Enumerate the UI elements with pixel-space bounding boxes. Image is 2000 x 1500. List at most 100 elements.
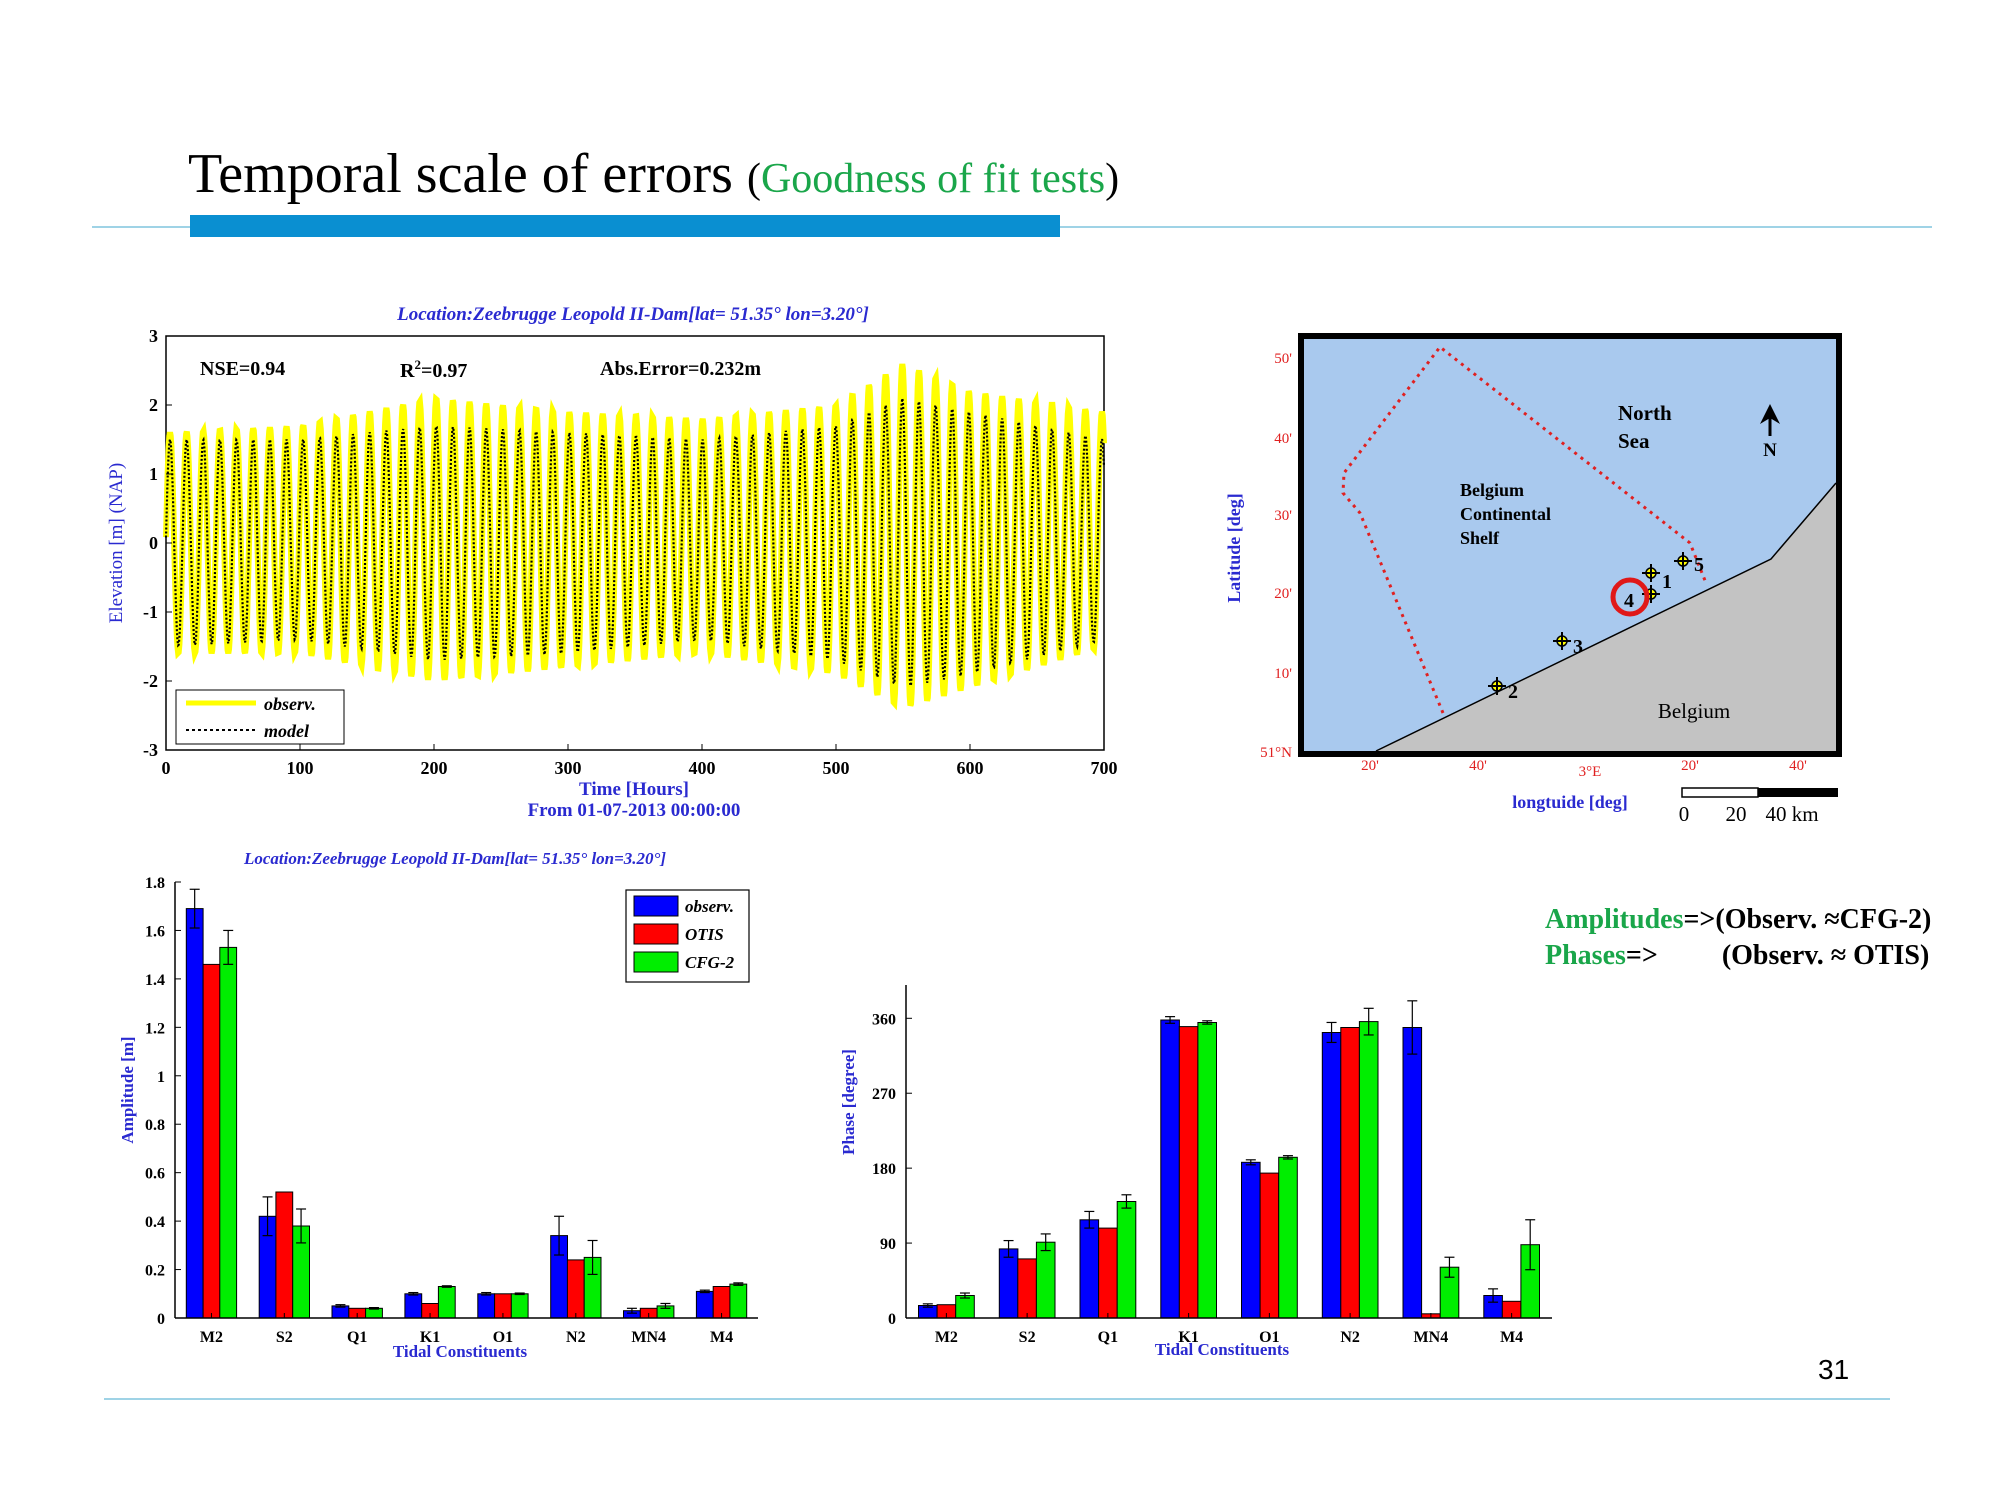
station-5-marker — [1674, 552, 1692, 570]
pha-xtick-label: O1 — [1259, 1329, 1279, 1346]
timeseries-xlabel: Time [Hours] — [579, 779, 689, 800]
note-phases: Phases=> (Observ. ≈ OTIS) — [1545, 940, 1929, 972]
title-subtitle: Goodness of fit tests — [760, 156, 1106, 202]
map-lon-tick-label: 3°E — [1579, 764, 1602, 780]
note-phases-arrow: => — [1625, 940, 1658, 971]
amp-bar-m2-cfg2 — [219, 946, 238, 1319]
ts-ytick-label: -2 — [143, 671, 158, 691]
legend-model-label: model — [264, 721, 309, 741]
map-lon-tick-label: 40' — [1789, 758, 1807, 774]
map-lat-tick-label: 50' — [1274, 351, 1292, 367]
scale-label-40: 40 km — [1765, 802, 1818, 826]
scale-label-0: 0 — [1679, 802, 1690, 826]
north-arrow-icon — [1760, 404, 1780, 436]
scale-label-20: 20 — [1726, 802, 1747, 826]
pha-xtick-label: K1 — [1178, 1329, 1198, 1346]
amp-xtick-label: Q1 — [347, 1329, 367, 1346]
pha-bar-s2-otis — [1017, 1258, 1037, 1319]
note-amplitudes-label: Amplitudes — [1545, 904, 1684, 935]
station-5-label: 5 — [1694, 554, 1704, 576]
amp-bar-k1-cfg2 — [437, 1286, 456, 1319]
map-lat-tick-label: 51°N — [1260, 745, 1292, 761]
timeseries-xlabel-date: From 01-07-2013 00:00:00 — [528, 800, 741, 821]
legend-amp-otis-label: OTIS — [685, 925, 724, 944]
pha-bar-n2-otis — [1340, 1027, 1360, 1319]
phase-axes: M2 S2 Q1 K1 O1 N2 MN4 M4 0 90 180 270 360 — [872, 985, 1552, 1346]
amp-ytick-label: 0.6 — [145, 1166, 165, 1183]
amp-ytick-label: 0.8 — [145, 1117, 165, 1134]
map-lat-tick-label: 10' — [1274, 666, 1292, 682]
pha-bar-s2-cfg2 — [1035, 1241, 1056, 1319]
map-label-north-sea-2: Sea — [1618, 429, 1650, 453]
map-label-belgium: Belgium — [1658, 699, 1730, 723]
map-shelf-boundary — [1341, 344, 1708, 714]
amp-xtick-label: M4 — [710, 1329, 733, 1346]
legend-amp-cfg2-label: CFG-2 — [685, 953, 735, 972]
pha-bar-o1-otis — [1259, 1172, 1280, 1319]
ts-xtick-label: 600 — [957, 758, 984, 778]
ts-ytick-label: 3 — [149, 326, 158, 346]
pha-bar-o1-observ — [1241, 1161, 1261, 1319]
pha-bar-n2-observ — [1321, 1032, 1342, 1319]
amp-ytick-label: 1.6 — [145, 923, 165, 940]
pha-xtick-label: M4 — [1500, 1329, 1523, 1346]
amp-bar-o1-observ — [477, 1293, 496, 1319]
map-xlabel: longtuide [deg] — [1512, 792, 1628, 812]
pha-xtick-label: MN4 — [1414, 1329, 1449, 1346]
timeseries-ylabel: Elevation [m] (NAP) — [106, 463, 127, 623]
pha-bar-k1-otis — [1178, 1026, 1199, 1319]
amp-bar-s2-otis — [275, 1191, 294, 1319]
station-3-marker — [1553, 632, 1571, 650]
amp-xtick-label: MN4 — [631, 1329, 666, 1346]
pha-bar-q1-otis — [1098, 1227, 1118, 1319]
stat-abs-error: Abs.Error=0.232m — [600, 358, 761, 380]
ts-ytick-label: 1 — [149, 464, 158, 484]
phase-chart: M2 S2 Q1 K1 O1 N2 MN4 M4 0 90 180 270 360 Phase [deg… — [839, 985, 1552, 1359]
map-scale-bar: 0 20 40 km — [1679, 787, 1838, 826]
map-coastline — [1375, 482, 1837, 752]
station-4-highlight-circle — [1610, 577, 1650, 617]
pha-xtick-label: N2 — [1340, 1329, 1360, 1346]
map-label-shelf-2: Continental — [1460, 504, 1551, 524]
amp-bar-q1-observ — [331, 1305, 350, 1319]
timeseries-axes: 0 100 200 300 400 500 600 700 -3 -2 -1 0 1 2 3 — [143, 326, 1118, 778]
legend-amp-otis-swatch — [633, 923, 679, 945]
map-lon-tick-label: 20' — [1361, 758, 1379, 774]
map-lon-tick-label: 40' — [1469, 758, 1487, 774]
footer-rule — [104, 1398, 1890, 1400]
station-2-marker — [1488, 677, 1506, 695]
title-paren-open: ( — [746, 156, 761, 202]
station-1-label: 1 — [1662, 571, 1672, 593]
map-lon-tick-label: 20' — [1681, 758, 1699, 774]
timeseries-legend: observ. model — [175, 689, 345, 745]
pha-bar-q1-cfg2 — [1116, 1201, 1137, 1319]
pha-xtick-label: Q1 — [1098, 1329, 1118, 1346]
note-phases-label: Phases — [1545, 940, 1626, 971]
amp-bar-m4-cfg2 — [729, 1283, 748, 1319]
map-label-shelf-3: Shelf — [1460, 528, 1500, 548]
title-paren-close: ) — [1105, 156, 1120, 202]
note-phases-text: (Observ. ≈ OTIS) — [1721, 940, 1930, 971]
title-main: Temporal scale of errors — [188, 143, 733, 205]
station-4-label: 4 — [1624, 590, 1634, 612]
map-ylabel: Latitude [deg] — [1224, 493, 1244, 603]
pha-xtick-label: M2 — [935, 1329, 958, 1346]
amp-ytick-label: 0 — [157, 1311, 165, 1328]
amp-xtick-label: N2 — [566, 1329, 586, 1346]
timeseries-title: Location:Zeebrugge Leopold II-Dam[lat= 5… — [396, 304, 869, 325]
pha-bar-k1-observ — [1160, 1019, 1180, 1319]
amp-ytick-label: 0.2 — [145, 1263, 165, 1280]
amp-xtick-label: S2 — [276, 1329, 293, 1346]
title-accent-bar — [190, 215, 1060, 237]
phase-xlabel: Tidal Constituents — [1155, 1340, 1290, 1359]
legend-amp-cfg2-swatch — [633, 951, 679, 973]
ts-ytick-label: 0 — [149, 533, 158, 553]
pha-xtick-label: S2 — [1019, 1329, 1036, 1346]
pha-bar-m2-cfg2 — [955, 1295, 975, 1319]
ts-xtick-label: 400 — [689, 758, 716, 778]
amplitude-ylabel: Amplitude [m] — [118, 1036, 137, 1143]
amp-bar-o1-cfg2 — [510, 1293, 529, 1319]
ts-xtick-label: 700 — [1091, 758, 1118, 778]
pha-bar-mn4-observ — [1402, 1027, 1423, 1319]
